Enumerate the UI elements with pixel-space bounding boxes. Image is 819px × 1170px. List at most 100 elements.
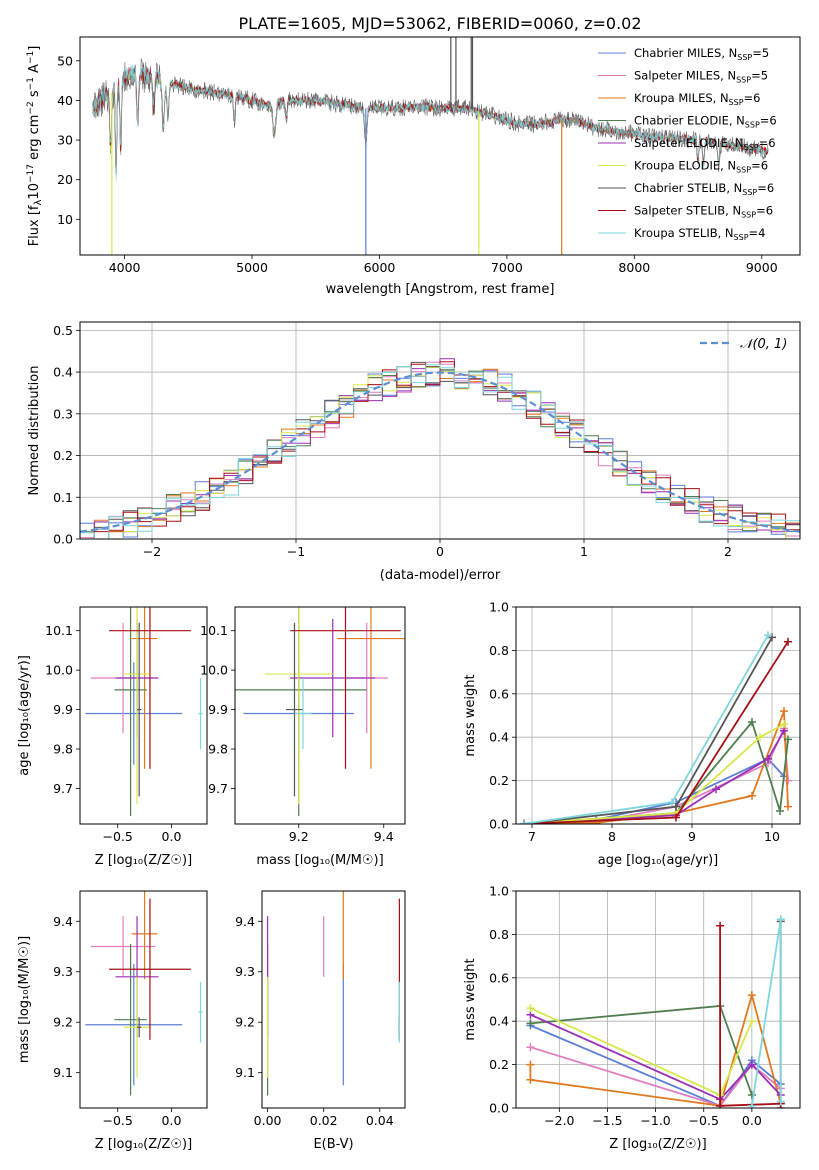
x-tick-label: −1 (287, 544, 305, 559)
weight-point-chabrier_stelib (672, 802, 680, 811)
weight-point-kroupa_miles (784, 802, 792, 811)
legend-text: Salpeter ELODIE, N (634, 136, 744, 150)
x-tick-label: −2.0 (544, 1113, 574, 1128)
x-tick-label: 8 (608, 829, 616, 844)
plot-layer: 4000 5000 6000 7000 8000 90001020304050wavele… (17, 36, 801, 1152)
y-tick-label: 0.1 (53, 490, 73, 505)
y-tick-label: 10.0 (45, 663, 73, 678)
legend-label-chabrier_miles: Chabrier MILES, NSSP=5 (634, 46, 769, 62)
y-tick-label: 9.2 (53, 1015, 73, 1030)
y-tick-label: 9.1 (235, 1065, 255, 1080)
weight-point-kroupa_elodie (780, 720, 788, 729)
y-axis-label-part: λ (33, 199, 44, 205)
y-tick-label: 0.4 (489, 1014, 509, 1029)
axes-frame (261, 890, 406, 1109)
weight-point-salpeter_miles (784, 776, 792, 785)
weight-point-chabrier_elodie (776, 806, 784, 815)
x-tick-label: 8000 (618, 260, 650, 275)
weight-point-chabrier_elodie (526, 1019, 535, 1028)
legend-label-chabrier_stelib: Chabrier STELIB, NSSP=6 (634, 181, 774, 197)
x-tick-label: 0.0 (162, 1113, 182, 1128)
y-tick-label: 9.9 (53, 702, 73, 717)
weight-line-salpeter_miles (530, 1046, 782, 1107)
legend-text: Kroupa ELODIE, N (634, 159, 736, 173)
y-axis-label-part: −17 (26, 164, 36, 183)
panel-weight_vs_Z: −2.0 −1.5 −1.0 −0.5 0.0 0.0 0.2 0.4 0.6 0.8 1.0 Z [… (463, 884, 801, 1152)
x-tick-label: 9000 (746, 260, 778, 275)
y-axis-label: mass [log₁₀(M/M☉)] (17, 936, 32, 1063)
legend-eq: =6 (751, 159, 768, 173)
plot-area (235, 607, 405, 817)
y-tick-label: 0.8 (489, 927, 509, 942)
weight-point-kroupa_miles (780, 707, 788, 716)
plot-area (80, 358, 800, 539)
y-tick-label: 9.8 (53, 742, 73, 757)
panel-age_vs_Z: −0.5 0.0 9.7 9.8 9.9 10.0 10.1 Z [log₁₀(Z/Z☉)] a… (17, 606, 208, 868)
x-tick-label: −0.5 (102, 1113, 132, 1128)
weight-point-salpeter_stelib (716, 1101, 725, 1108)
y-tick-label: 40 (57, 93, 73, 108)
legend-eq: =6 (744, 91, 761, 105)
y-tick-label: 0.2 (53, 448, 73, 463)
legend-sub: SSP (736, 166, 751, 175)
y-tick-label: 0.6 (489, 970, 509, 985)
x-tick-label: 0.0 (162, 829, 182, 844)
axes-frame (515, 606, 801, 825)
weight-point-chabrier_elodie (747, 1090, 756, 1099)
x-tick-label: 4000 (109, 260, 141, 275)
legend-sub: SSP (745, 121, 760, 130)
y-tick-label: 9.4 (235, 914, 255, 929)
y-axis-label: Normed distribution (27, 366, 42, 496)
y-axis-label-part: −2 (26, 101, 36, 114)
x-axis-label: (data-model)/error (380, 568, 501, 583)
panel-mass_vs_ebv: 0.00 0.02 0.04 9.1 9.2 9.3 9.4 E(B-V) (235, 890, 406, 1152)
y-axis-label: mass weight (463, 674, 478, 756)
x-tick-label: 0.00 (254, 1113, 282, 1128)
legend-eq: =4 (749, 226, 766, 240)
legend-label-kroupa_stelib: Kroupa STELIB, NSSP=4 (634, 226, 765, 242)
legend-sub: SSP (729, 98, 744, 107)
legend-text: Chabrier STELIB, N (634, 181, 742, 195)
weight-point-kroupa_stelib (776, 1097, 785, 1106)
y-axis-label: Flux [fλ10−17 erg cm−2 s−1 A−1] (26, 46, 44, 247)
y-tick-label: 0.0 (489, 817, 509, 832)
plot-area (92, 37, 769, 255)
y-tick-label: 0.4 (489, 730, 509, 745)
legend-eq: =6 (757, 181, 774, 195)
y-tick-label: 9.8 (208, 742, 228, 757)
y-tick-label: 0.2 (489, 773, 509, 788)
x-tick-label: −2 (143, 544, 161, 559)
weight-point-kroupa_miles (747, 991, 756, 1000)
y-tick-label: 10.1 (200, 623, 228, 638)
legend-sub: SSP (736, 76, 751, 85)
weight-point-salpeter_stelib (784, 637, 792, 646)
x-tick-label: 0.04 (366, 1113, 394, 1128)
x-tick-label: 10 (764, 829, 780, 844)
y-tick-label: 10 (57, 212, 73, 227)
x-tick-label: 6000 (364, 260, 396, 275)
panel-spectrum: 4000 5000 6000 7000 8000 9000 10 20 30 40 50 wavele… (26, 36, 801, 297)
y-tick-label: 30 (57, 133, 73, 148)
x-axis-label: Z [log₁₀(Z/Z☉)] (609, 1137, 706, 1152)
y-tick-label: 0.5 (53, 323, 73, 338)
y-axis-label-part: −1 (26, 77, 36, 90)
y-tick-label: 0.8 (489, 643, 509, 658)
y-tick-label: 9.3 (235, 964, 255, 979)
weight-point-kroupa_elodie (526, 1004, 535, 1013)
weight-line-kroupa_elodie (523, 723, 785, 824)
x-tick-label: −0.5 (689, 1113, 719, 1128)
legend-sub: SSP (741, 211, 756, 220)
weight-point-salpeter_elodie (747, 1060, 756, 1069)
legend-eq: =6 (756, 204, 773, 218)
weight-point-kroupa_miles (526, 1075, 535, 1084)
y-tick-label: 0.3 (53, 406, 73, 421)
legend-label-chabrier_elodie: Chabrier ELODIE, NSSP=6 (634, 114, 777, 130)
y-axis-label-part: ] (27, 46, 42, 51)
y-tick-label: 10.0 (200, 663, 228, 678)
axes-frame (79, 321, 801, 540)
plot-area (520, 631, 792, 824)
weight-line-chabrier_stelib (523, 636, 773, 824)
y-tick-label: 0.4 (53, 365, 73, 380)
legend-label-kroupa_elodie: Kroupa ELODIE, NSSP=6 (634, 159, 768, 175)
y-axis-label: age [log₁₀(age/yr)] (17, 655, 32, 776)
